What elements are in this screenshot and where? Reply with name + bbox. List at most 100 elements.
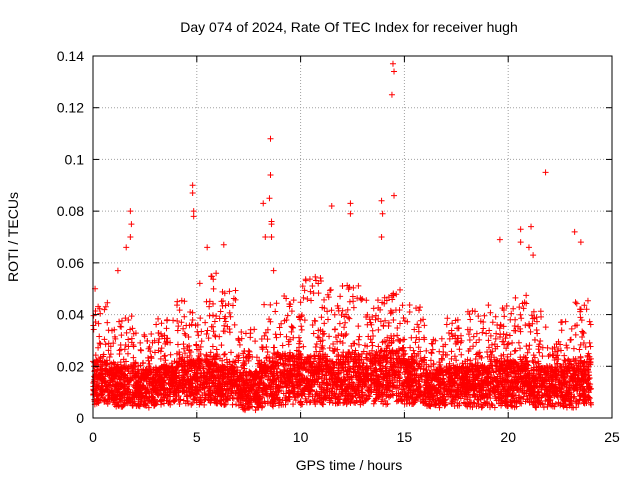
data-point	[406, 302, 413, 309]
data-point	[215, 368, 222, 375]
chart-title: Day 074 of 2024, Rate Of TEC Index for r…	[180, 19, 517, 35]
data-point	[224, 397, 231, 404]
data-point	[131, 372, 138, 379]
data-point	[164, 387, 171, 394]
data-point	[98, 383, 105, 390]
data-point	[203, 352, 210, 359]
data-point	[132, 330, 139, 337]
data-point	[372, 316, 379, 323]
data-point	[192, 394, 199, 401]
data-point	[194, 357, 201, 364]
data-point	[161, 353, 168, 360]
data-point	[135, 381, 142, 388]
data-point	[310, 290, 317, 297]
data-point	[146, 360, 153, 367]
data-point	[158, 397, 165, 404]
data-point	[197, 373, 204, 380]
data-point	[202, 375, 209, 382]
data-point	[202, 396, 209, 403]
data-point	[186, 388, 193, 395]
data-point	[162, 366, 169, 373]
data-point	[102, 367, 109, 374]
data-point	[481, 312, 488, 319]
data-point	[117, 359, 124, 366]
data-point	[117, 323, 124, 330]
data-point	[128, 394, 135, 401]
data-point	[125, 364, 132, 371]
data-point	[227, 313, 234, 320]
data-point	[264, 348, 271, 355]
data-point	[175, 393, 182, 400]
data-point	[144, 337, 151, 344]
data-point	[542, 324, 549, 331]
data-point	[112, 369, 119, 376]
data-point	[247, 334, 254, 341]
data-point	[166, 381, 173, 388]
data-point	[475, 313, 482, 320]
data-point	[96, 371, 103, 378]
grid-lines	[93, 56, 612, 418]
data-point	[117, 391, 124, 398]
data-point	[174, 327, 181, 334]
data-point	[396, 306, 403, 313]
data-points	[90, 60, 595, 414]
data-point	[151, 349, 158, 356]
data-point	[493, 330, 500, 337]
data-point	[436, 348, 443, 355]
data-point	[369, 327, 376, 334]
data-point	[456, 346, 463, 353]
data-point	[449, 320, 456, 327]
data-point	[164, 369, 171, 376]
data-point	[140, 383, 147, 390]
data-point	[195, 346, 202, 353]
data-point	[448, 348, 455, 355]
data-point	[486, 327, 493, 334]
data-point	[90, 312, 97, 319]
data-point	[194, 328, 201, 335]
data-point	[297, 398, 304, 405]
data-point	[196, 280, 203, 287]
data-point	[189, 316, 196, 323]
data-point	[273, 334, 280, 341]
data-point	[173, 374, 180, 381]
data-point	[219, 357, 226, 364]
data-point	[104, 299, 111, 306]
data-point	[221, 322, 228, 329]
data-point	[97, 341, 104, 348]
data-point	[125, 336, 132, 343]
data-point	[202, 319, 209, 326]
data-point	[213, 313, 220, 320]
data-point	[173, 302, 180, 309]
data-point	[125, 378, 132, 385]
data-point	[236, 341, 243, 348]
data-point	[298, 323, 305, 330]
data-point	[202, 358, 209, 365]
data-point	[195, 332, 202, 339]
data-point	[139, 382, 146, 389]
data-point	[279, 342, 286, 349]
data-point	[429, 340, 436, 347]
data-point	[153, 382, 160, 389]
data-point	[170, 391, 177, 398]
data-point	[124, 374, 131, 381]
data-point	[339, 283, 346, 290]
data-point	[539, 353, 546, 360]
data-point	[217, 381, 224, 388]
data-point	[179, 354, 186, 361]
data-point	[214, 393, 221, 400]
data-point	[443, 321, 450, 328]
data-point	[123, 329, 130, 336]
data-point	[114, 388, 121, 395]
data-point	[131, 400, 138, 407]
data-point	[120, 402, 127, 409]
data-point	[125, 343, 132, 350]
data-point	[346, 298, 353, 305]
data-point	[186, 322, 193, 329]
data-point	[503, 331, 510, 338]
data-point	[115, 402, 122, 409]
data-point	[182, 362, 189, 369]
data-point	[390, 317, 397, 324]
data-point	[148, 331, 155, 338]
data-point	[209, 343, 216, 350]
data-point	[350, 298, 357, 305]
